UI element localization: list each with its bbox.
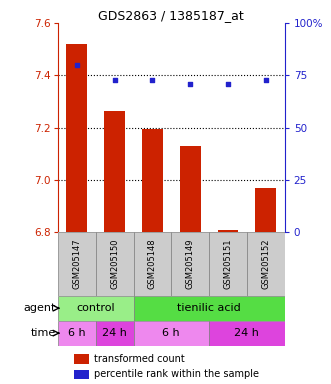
- Text: GSM205152: GSM205152: [261, 239, 270, 289]
- Bar: [209, 232, 247, 296]
- Bar: [104, 111, 125, 232]
- Bar: [58, 296, 133, 321]
- Bar: [180, 146, 201, 232]
- Bar: [58, 232, 96, 296]
- Bar: [142, 129, 163, 232]
- Text: GSM205148: GSM205148: [148, 239, 157, 289]
- Text: 6 h: 6 h: [163, 328, 180, 338]
- Text: 24 h: 24 h: [102, 328, 127, 338]
- Bar: [133, 296, 285, 321]
- Point: [112, 76, 117, 83]
- Text: GSM205147: GSM205147: [72, 239, 81, 289]
- Text: 24 h: 24 h: [234, 328, 259, 338]
- Bar: [217, 230, 238, 232]
- Point: [263, 76, 268, 83]
- Text: tienilic acid: tienilic acid: [177, 303, 241, 313]
- Text: GSM205150: GSM205150: [110, 239, 119, 289]
- Text: 6 h: 6 h: [68, 328, 86, 338]
- Bar: [209, 321, 285, 346]
- Text: GSM205151: GSM205151: [223, 239, 232, 289]
- Bar: [96, 321, 133, 346]
- Text: percentile rank within the sample: percentile rank within the sample: [94, 369, 259, 379]
- Bar: [256, 188, 276, 232]
- Bar: [96, 232, 133, 296]
- Point: [225, 81, 231, 87]
- Text: time: time: [30, 328, 56, 338]
- Text: GSM205149: GSM205149: [186, 239, 195, 289]
- Title: GDS2863 / 1385187_at: GDS2863 / 1385187_at: [98, 9, 244, 22]
- Text: control: control: [76, 303, 115, 313]
- Point: [74, 62, 79, 68]
- Bar: [133, 321, 209, 346]
- Point: [150, 76, 155, 83]
- Bar: [133, 232, 171, 296]
- Point: [188, 81, 193, 87]
- Bar: [67, 44, 87, 232]
- Text: agent: agent: [23, 303, 56, 313]
- Bar: [171, 232, 209, 296]
- Text: transformed count: transformed count: [94, 354, 185, 364]
- Bar: [58, 321, 96, 346]
- Bar: [247, 232, 285, 296]
